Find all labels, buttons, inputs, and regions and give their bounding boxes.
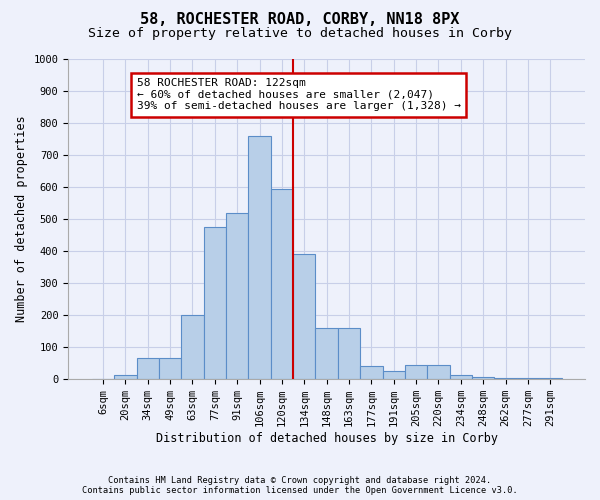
Bar (360, 366, 383, 379)
Bar (405, 366, 427, 379)
Bar (539, 378, 562, 379)
Bar (472, 377, 494, 379)
Bar (114, 375, 137, 379)
Bar (494, 378, 517, 379)
Bar (293, 254, 316, 379)
Bar (181, 315, 203, 379)
Bar (203, 227, 226, 379)
Text: Contains HM Land Registry data © Crown copyright and database right 2024.: Contains HM Land Registry data © Crown c… (109, 476, 491, 485)
Bar (226, 212, 248, 379)
X-axis label: Distribution of detached houses by size in Corby: Distribution of detached houses by size … (155, 432, 497, 445)
Text: Size of property relative to detached houses in Corby: Size of property relative to detached ho… (88, 28, 512, 40)
Y-axis label: Number of detached properties: Number of detached properties (15, 116, 28, 322)
Bar (427, 366, 449, 379)
Bar (383, 370, 405, 379)
Bar (159, 358, 181, 379)
Bar (316, 328, 338, 379)
Text: Contains public sector information licensed under the Open Government Licence v3: Contains public sector information licen… (82, 486, 518, 495)
Text: 58, ROCHESTER ROAD, CORBY, NN18 8PX: 58, ROCHESTER ROAD, CORBY, NN18 8PX (140, 12, 460, 28)
Bar (338, 328, 360, 379)
Bar (517, 378, 539, 379)
Bar (248, 136, 271, 379)
Bar (449, 375, 472, 379)
Bar (137, 358, 159, 379)
Bar (271, 188, 293, 379)
Text: 58 ROCHESTER ROAD: 122sqm
← 60% of detached houses are smaller (2,047)
39% of se: 58 ROCHESTER ROAD: 122sqm ← 60% of detac… (137, 78, 461, 112)
